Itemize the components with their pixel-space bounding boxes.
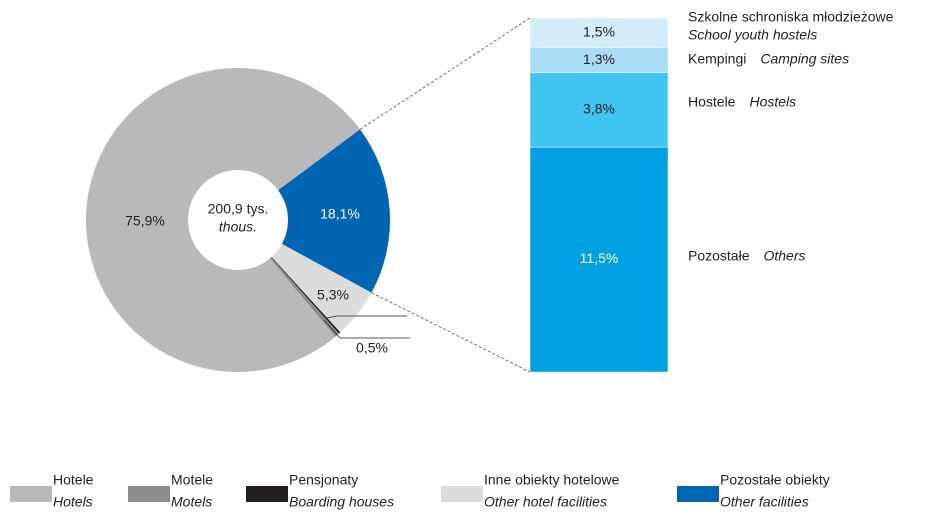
data-label: 0,2% (353, 318, 385, 334)
legend-label: Inne obiekty hotelowe (484, 472, 620, 488)
pie-slice (271, 243, 372, 333)
bar-label-en: Camping sites (760, 51, 849, 67)
center-label-en: thous. (219, 219, 257, 235)
legend-label: Pensjonaty (289, 472, 358, 488)
data-label: 18,1% (320, 206, 360, 222)
legend-swatch (677, 486, 719, 502)
pie-slice (271, 256, 341, 334)
leader-line (326, 315, 407, 319)
data-label: 75,9% (125, 213, 165, 229)
data-label: 11,5% (580, 250, 619, 266)
legend-label: Motele (171, 472, 213, 488)
connector (359, 17, 531, 130)
bar-segment (529, 72, 669, 148)
bar-label-en: Others (763, 248, 805, 264)
legend-swatch (441, 486, 483, 502)
bar-label-en: School youth hostels (688, 27, 817, 43)
pie-slice (86, 68, 361, 373)
leader-line (323, 319, 410, 339)
legend-label-en: Other hotel facilities (484, 494, 607, 510)
data-label: 3,8% (583, 101, 615, 117)
legend-label-en: Hotels (53, 494, 93, 510)
legend-label-en: Boarding houses (289, 494, 394, 510)
bar-label-en: Hostels (749, 94, 796, 110)
bar-label: Hostele (688, 94, 736, 110)
data-label: 1,5% (583, 23, 615, 39)
data-label: 0,5% (356, 340, 388, 356)
legend-label: Hotele (53, 472, 94, 488)
bar-label: Szkolne schroniska młodzieżowe (688, 9, 894, 25)
bar-segment (529, 17, 669, 48)
legend-swatch (246, 486, 288, 502)
connector (371, 292, 531, 373)
legend-label: Pozostałe obiekty (720, 472, 830, 488)
data-label: 5,3% (317, 287, 349, 303)
legend-swatch (128, 486, 170, 502)
bar-segment (529, 146, 669, 373)
legend-label-en: Motels (171, 494, 212, 510)
data-label: 1,3% (583, 51, 615, 67)
legend-label-en: Other facilities (720, 494, 809, 510)
bar-segment (529, 47, 669, 74)
legend-swatch (10, 486, 52, 502)
pie-slice (270, 257, 339, 337)
bar-label: Pozostałe (688, 248, 750, 264)
bar-label: Kempingi (688, 51, 746, 67)
center-label: 200,9 tys. (208, 201, 269, 217)
pie-slice (278, 129, 391, 293)
